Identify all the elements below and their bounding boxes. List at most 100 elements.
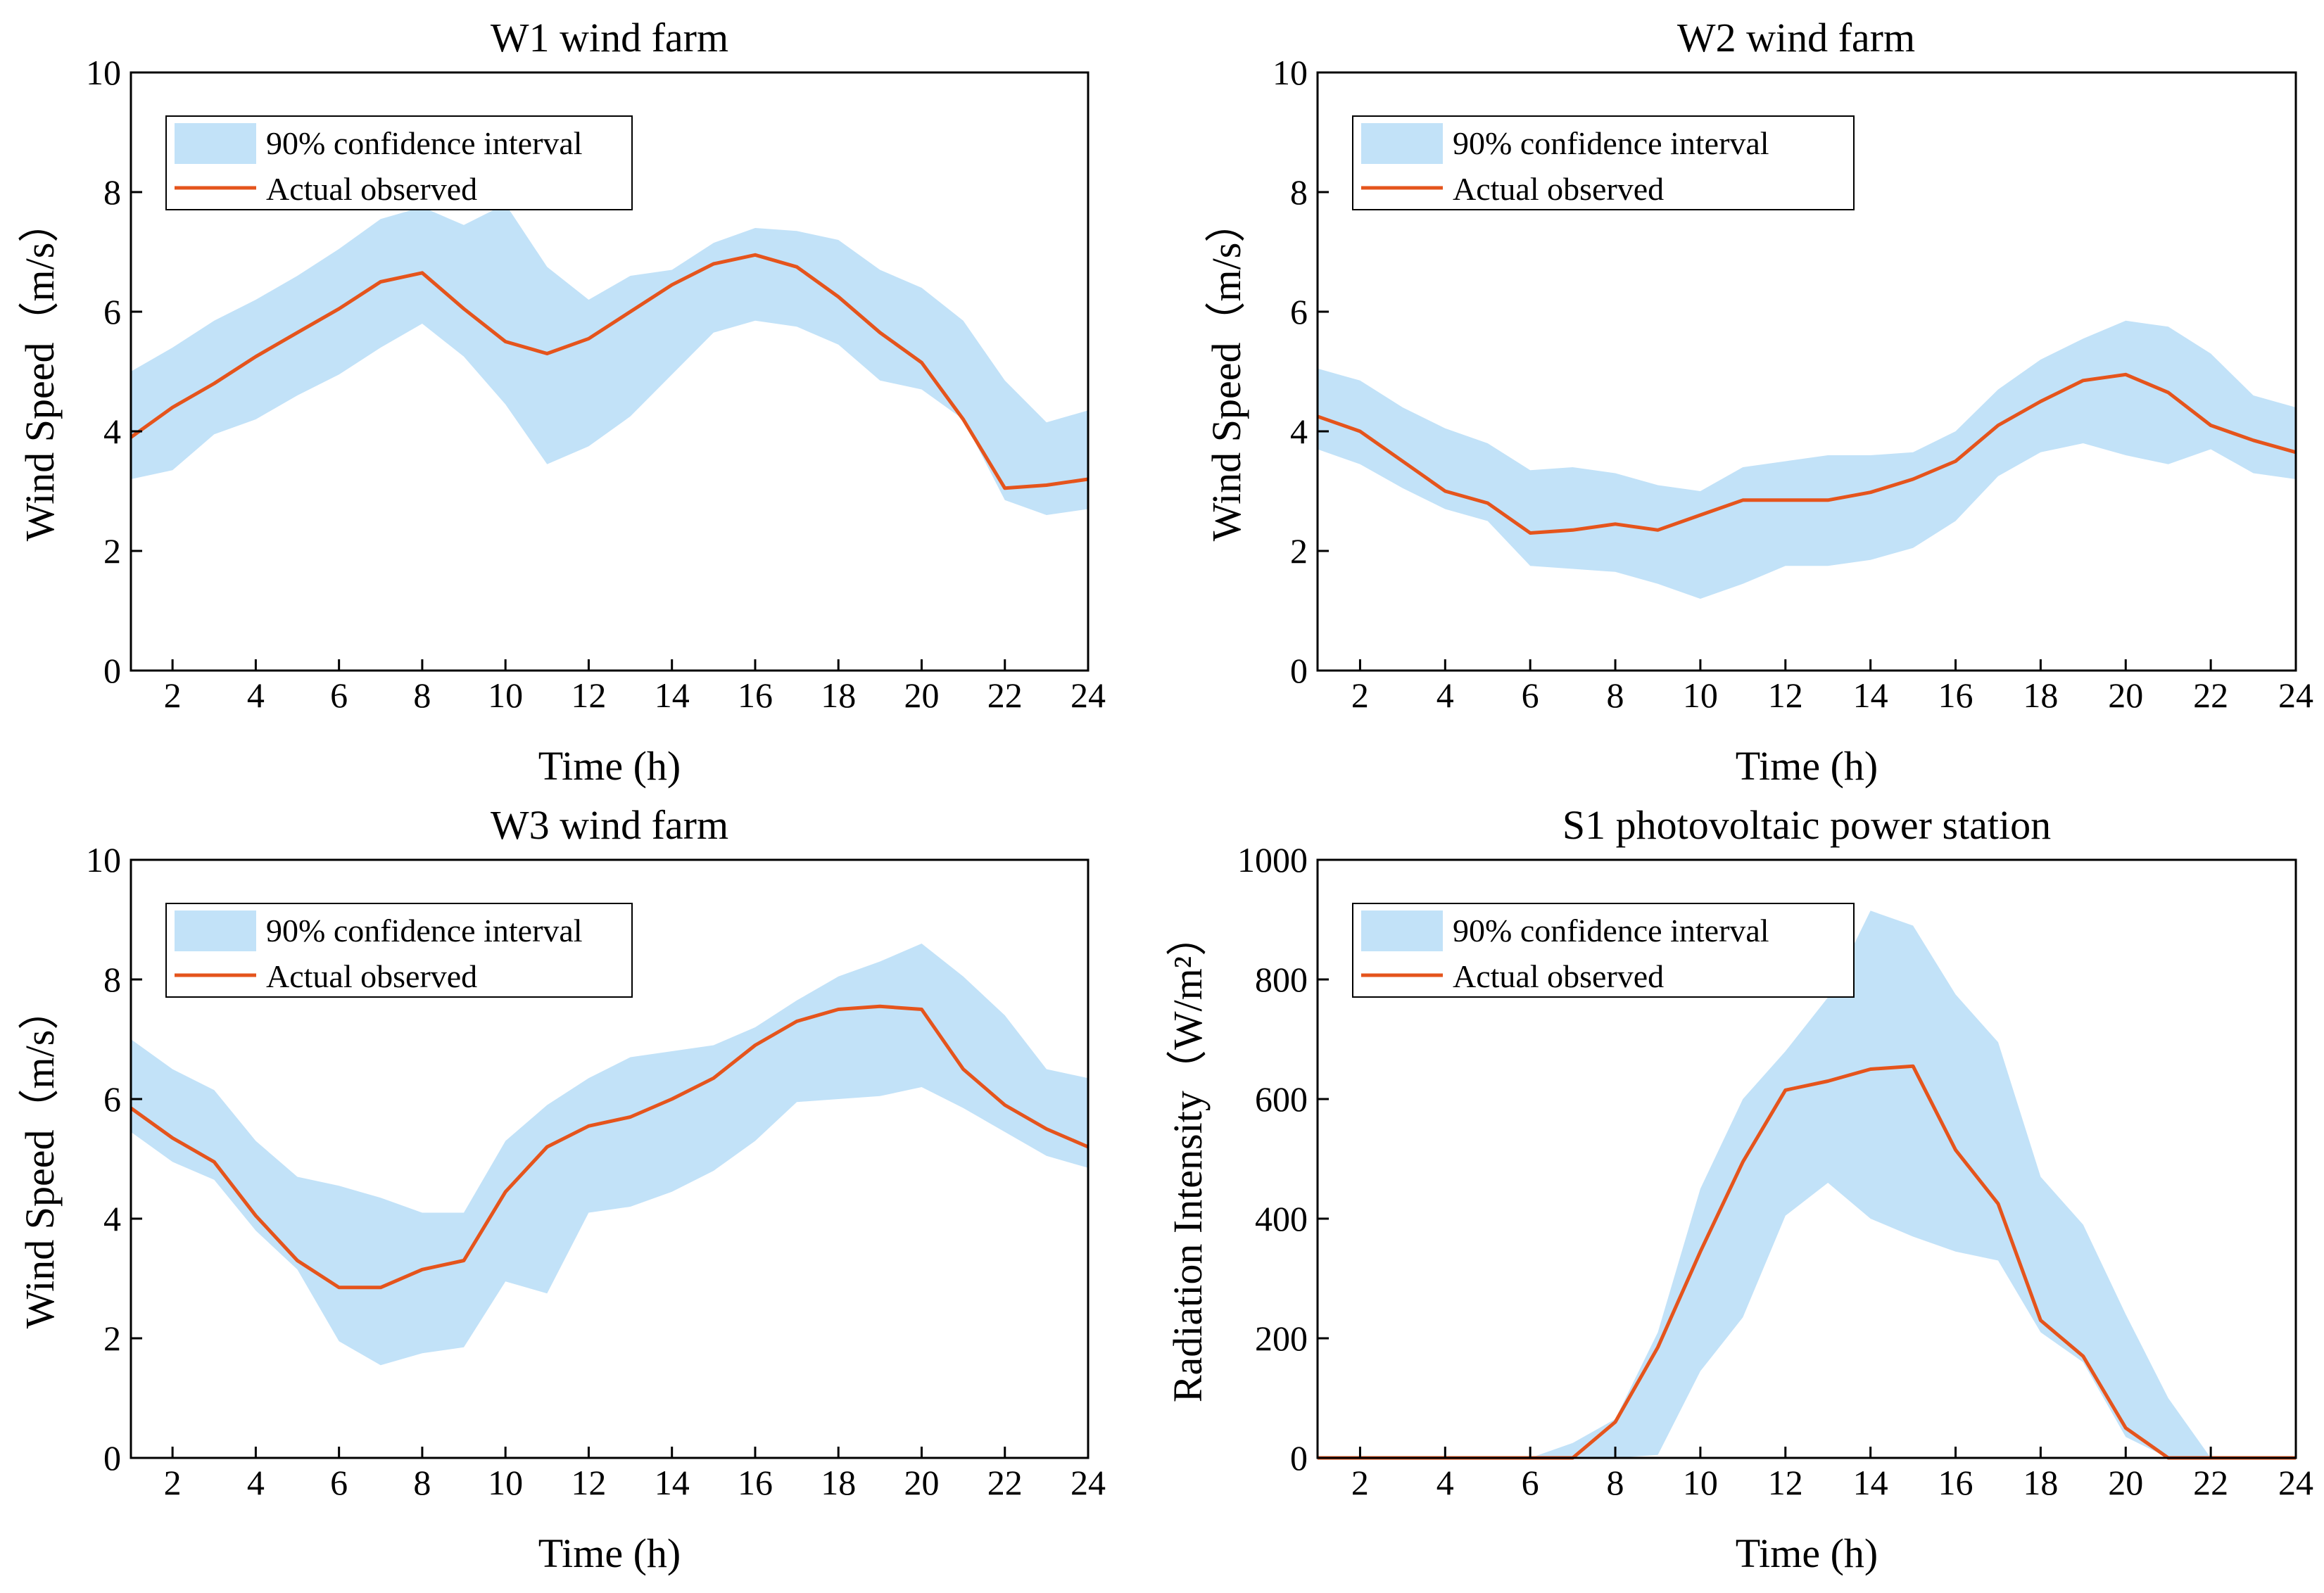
x-tick-label: 18 [821,1463,856,1502]
y-tick-label: 1000 [1237,840,1308,880]
legend-band-swatch [1361,910,1443,951]
y-tick-label: 800 [1255,960,1308,999]
x-tick-label: 24 [2278,1463,2313,1502]
y-tick-label: 2 [103,1319,121,1358]
y-tick-label: 4 [103,412,121,451]
plot-area [130,204,1089,515]
y-tick-label: 0 [1290,651,1308,690]
legend-band-swatch [175,123,256,164]
x-tick-label: 10 [1683,675,1718,715]
y-tick-label: 2 [103,531,121,571]
x-tick-label: 12 [1768,675,1803,715]
x-tick-label: 22 [2193,1463,2228,1502]
x-tick-label: 24 [1071,1463,1106,1502]
x-tick-label: 20 [2108,1463,2143,1502]
y-axis-label: Wind Speed（m/s） [17,989,63,1329]
y-tick-label: 10 [86,53,121,92]
y-axis-label: Radiation Intensity（W/m²） [1165,915,1211,1402]
x-tick-label: 16 [1938,1463,1973,1502]
x-tick-label: 22 [987,1463,1023,1502]
x-tick-label: 4 [1436,1463,1454,1502]
plot-area [130,944,1089,1366]
x-tick-label: 4 [1436,675,1454,715]
legend-band-label: 90% confidence interval [1453,913,1769,948]
x-tick-label: 12 [571,1463,606,1502]
x-tick-label: 20 [904,675,939,715]
x-axis-label: Time (h) [538,1530,681,1576]
x-tick-label: 16 [738,1463,773,1502]
x-tick-label: 10 [488,675,523,715]
confidence-band [131,204,1088,515]
x-tick-label: 2 [164,1463,182,1502]
y-tick-label: 6 [103,1079,121,1119]
y-tick-label: 0 [1290,1438,1308,1478]
axes-frame [130,71,1090,672]
x-axis: 2 4 6 8 10 12 14 16 18 20 22 24 [1351,659,2313,715]
y-tick-label: 200 [1255,1319,1308,1358]
legend-band-swatch [1361,123,1443,164]
y-tick-label: 8 [103,960,121,999]
observed-line [130,1004,1089,1290]
legend: 90% confidence interval Actual observed [165,903,633,998]
y-tick-label: 400 [1255,1199,1308,1238]
observed-line [1317,372,2297,535]
y-axis: 0 200 400 600 800 1000 [1237,840,1329,1478]
x-tick-label: 20 [904,1463,939,1502]
x-tick-label: 16 [738,675,773,715]
panel-w1-wind-farm: W1 wind farm 2 4 6 8 10 12 14 16 18 20 22 24 024681… [17,15,1106,789]
observed-line [130,253,1089,490]
x-axis: 2 4 6 8 10 12 14 16 18 20 22 24 [1351,1447,2313,1502]
axes-frame [130,858,1090,1459]
confidence-band [1318,320,2296,599]
y-tick-label: 0 [103,651,121,690]
x-tick-label: 6 [1522,675,1539,715]
x-tick-label: 10 [1683,1463,1718,1502]
x-tick-label: 4 [247,675,265,715]
panel-w3-wind-farm: W3 wind farm 2 4 6 8 10 12 14 16 18 20 22 24 024681… [17,802,1106,1576]
x-tick-label: 8 [1607,675,1624,715]
x-tick-label: 18 [2023,675,2058,715]
x-tick-label: 20 [2108,675,2143,715]
x-tick-label: 18 [821,675,856,715]
y-tick-label: 6 [1290,292,1308,331]
legend: 90% confidence interval Actual observed [1352,115,1855,210]
x-axis-label: Time (h) [1736,1530,1878,1576]
x-tick-label: 12 [571,675,606,715]
x-tick-label: 14 [1853,675,1888,715]
y-tick-label: 0 [103,1438,121,1478]
axes-frame [1316,71,2297,672]
axes-frame [1316,858,2297,1459]
x-axis-label: Time (h) [1736,743,1878,789]
x-tick-label: 16 [1938,675,1973,715]
y-tick-label: 10 [1272,53,1308,92]
y-tick-label: 10 [86,840,121,880]
x-tick-label: 2 [164,675,182,715]
chart-title: W3 wind farm [491,802,728,848]
x-axis: 2 4 6 8 10 12 14 16 18 20 22 24 [164,1447,1106,1502]
legend-line-label: Actual observed [1453,958,1664,994]
x-tick-label: 22 [987,675,1023,715]
panel-w2-wind-farm: W2 wind farm 2 4 6 8 10 12 14 16 18 20 22 24 024681… [1204,15,2313,789]
x-tick-label: 22 [2193,675,2228,715]
x-axis: 2 4 6 8 10 12 14 16 18 20 22 24 [164,659,1106,715]
x-tick-label: 2 [1351,675,1369,715]
panel-s1-photovoltaic: S1 photovoltaic power station 2 4 6 8 10 12 14… [1165,802,2313,1576]
plot-area [1317,320,2297,599]
legend-band-label: 90% confidence interval [266,125,583,161]
x-tick-label: 10 [488,1463,523,1502]
y-tick-label: 8 [103,172,121,212]
legend-line-label: Actual observed [1453,171,1664,207]
y-tick-label: 600 [1255,1079,1308,1119]
legend-band-swatch [175,910,256,951]
x-tick-label: 24 [2278,675,2313,715]
confidence-band [1318,910,2296,1458]
x-tick-label: 14 [655,675,690,715]
y-axis: 0 2 4 6 8 10 [1272,53,1329,690]
x-tick-label: 6 [1522,1463,1539,1502]
x-tick-label: 12 [1768,1463,1803,1502]
x-tick-label: 6 [330,1463,348,1502]
y-axis: 0 2 4 6 8 10 [86,53,142,690]
y-axis: 0 2 4 6 8 10 [86,840,142,1478]
legend-band-label: 90% confidence interval [266,913,583,948]
x-tick-label: 6 [330,675,348,715]
